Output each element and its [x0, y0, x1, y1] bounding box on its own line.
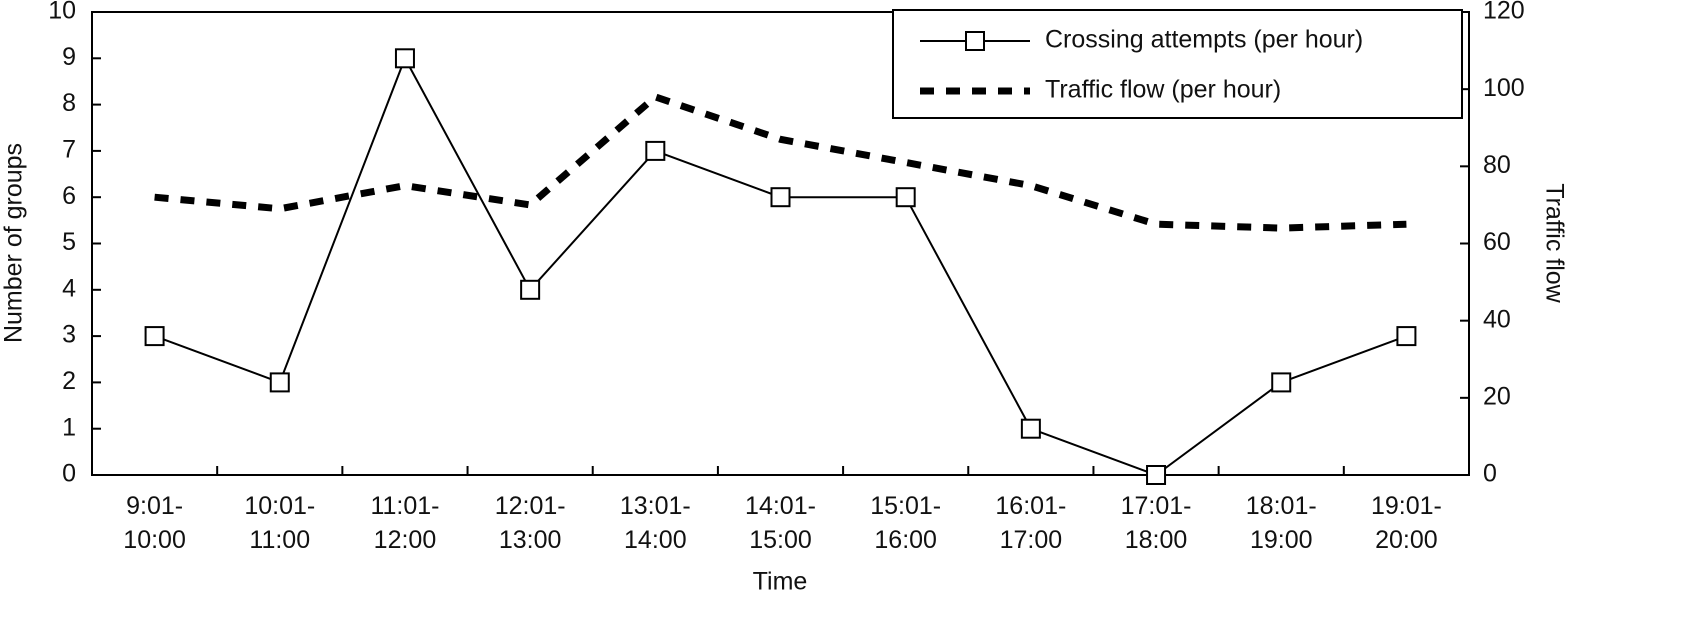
x-tick-label-line: 15:00: [749, 526, 812, 554]
x-tick-label: 18:01- 19:00: [1246, 492, 1317, 554]
x-tick-label-line: 17:00: [1000, 526, 1063, 554]
y2-tick-label: 20: [1483, 382, 1511, 410]
marker: [394, 48, 415, 69]
x-tick-label: 13:01- 14:00: [620, 492, 691, 554]
y-tick-label: 2: [62, 367, 76, 395]
y-tick-label: 0: [62, 460, 76, 488]
x-tick-label-line: 13:00: [499, 526, 562, 554]
marker: [1146, 465, 1167, 485]
x-tick-label-line: 18:00: [1125, 526, 1188, 554]
marker: [1020, 418, 1041, 439]
y-tick-label: 10: [48, 0, 76, 25]
x-tick-label: 10:01- 11:00: [244, 492, 315, 554]
x-tick-label-line: 10:01-: [244, 492, 315, 520]
marker: [1271, 372, 1292, 393]
x-tick-label-line: 18:01-: [1246, 492, 1317, 520]
y2-tick-label: 120: [1483, 0, 1525, 25]
x-tick-label-line: 19:00: [1250, 526, 1313, 554]
series-line: [154, 55, 1407, 477]
x-tick-label-line: 12:00: [374, 526, 437, 554]
y2-tick-label: 0: [1483, 460, 1497, 488]
x-tick-label-line: 19:01-: [1371, 492, 1442, 520]
y-tick-label: 8: [62, 89, 76, 117]
x-tick-label-line: 17:01-: [1121, 492, 1192, 520]
x-tick-label: 12:01- 13:00: [495, 492, 566, 554]
marker: [269, 372, 290, 393]
y2-tick-label: 40: [1483, 305, 1511, 333]
y-tick-label: 7: [62, 136, 76, 164]
x-tick-label-line: 13:01-: [620, 492, 691, 520]
x-tick-label: 15:01- 16:00: [870, 492, 941, 554]
y-tick-label: 1: [62, 413, 76, 441]
x-tick-label: 19:01- 20:00: [1371, 492, 1442, 554]
x-tick-label-line: 11:01-: [370, 492, 439, 520]
y-tick-label: 4: [62, 274, 76, 302]
x-tick-label-line: 9:01-: [126, 492, 183, 520]
y2-tick-label: 60: [1483, 228, 1511, 256]
marker: [645, 140, 666, 161]
legend-box: [892, 9, 1463, 119]
marker: [1396, 326, 1417, 347]
y-tick-label: 3: [62, 321, 76, 349]
y2-tick-label: 100: [1483, 74, 1525, 102]
y-tick-label: 9: [62, 43, 76, 71]
x-tick-label-line: 11:00: [249, 526, 310, 554]
marker: [895, 187, 916, 208]
marker: [144, 326, 165, 347]
legend-label: Crossing attempts (per hour): [1045, 26, 1363, 54]
x-tick-label-line: 20:00: [1375, 526, 1438, 554]
x-tick-label: 16:01- 17:00: [995, 492, 1066, 554]
x-tick-label-line: 14:01-: [745, 492, 816, 520]
x-tick-label-line: 14:00: [624, 526, 687, 554]
y-axis-label: Number of groups: [0, 143, 28, 343]
x-tick-label-line: 10:00: [123, 526, 186, 554]
legend-label: Traffic flow (per hour): [1045, 76, 1281, 104]
x-tick-label: 11:01- 12:00: [370, 492, 439, 554]
x-tick-label: 17:01- 18:00: [1121, 492, 1192, 554]
y-tick-label: 5: [62, 228, 76, 256]
x-tick-label: 9:01- 10:00: [123, 492, 186, 554]
x-tick-label-line: 16:00: [874, 526, 937, 554]
marker: [770, 187, 791, 208]
y2-axis-label: Traffic flow: [1540, 183, 1568, 303]
y2-tick-label: 80: [1483, 151, 1511, 179]
y-tick-label: 6: [62, 182, 76, 210]
x-tick-label-line: 15:01-: [870, 492, 941, 520]
x-tick-label-line: 16:01-: [995, 492, 1066, 520]
series-line: [154, 92, 1407, 232]
x-tick-label: 14:01- 15:00: [745, 492, 816, 554]
marker: [520, 279, 541, 300]
x-tick-label-line: 12:01-: [495, 492, 566, 520]
x-axis-label: Time: [753, 568, 808, 596]
legend-marker: [965, 31, 985, 51]
